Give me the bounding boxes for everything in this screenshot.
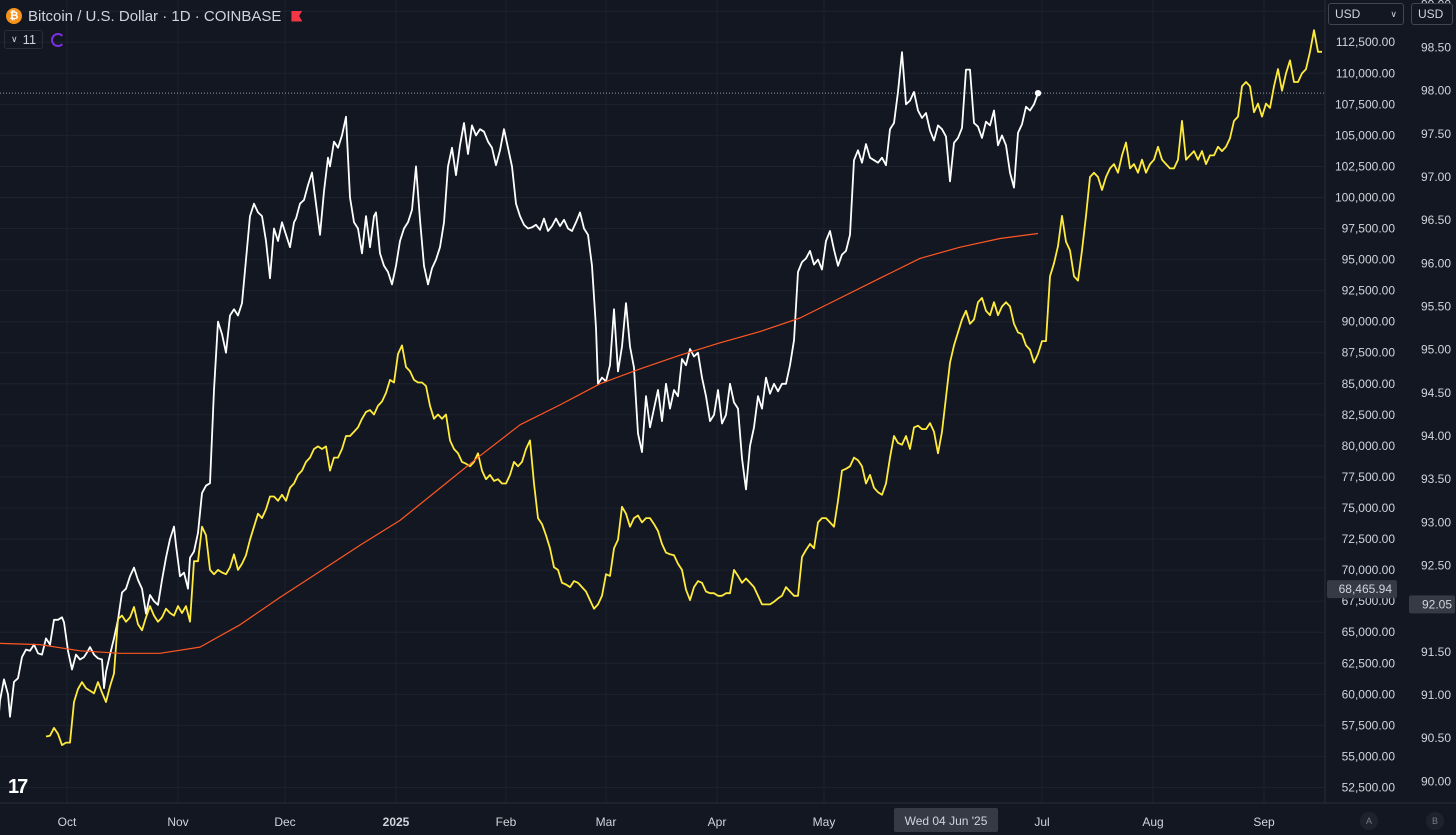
tradingview-logo[interactable]: 17 <box>8 776 28 798</box>
left-axis-tick-label: 87,500.00 <box>1342 346 1396 360</box>
price-scale-area <box>1325 0 1456 835</box>
left-axis-tick-label: 102,500.00 <box>1335 159 1395 173</box>
moving-average-line <box>0 232 1039 654</box>
currency-label: USD <box>1418 7 1444 21</box>
left-axis-tick-label: 100,000.00 <box>1335 190 1395 204</box>
currency-select-right-axis[interactable]: USD <box>1411 3 1453 25</box>
right-axis-tick-label: 96.50 <box>1421 213 1451 227</box>
right-axis-tick-label: 95.00 <box>1421 343 1451 357</box>
left-axis-tick-label: 95,000.00 <box>1342 253 1396 267</box>
right-axis-tick-label: 96.00 <box>1421 256 1451 270</box>
left-axis-tick-label: 72,500.00 <box>1342 532 1396 546</box>
x-axis-tick-label: Feb <box>496 815 517 829</box>
log-scale-button[interactable]: B <box>1426 812 1444 830</box>
left-axis-tick-label: 107,500.00 <box>1335 97 1395 111</box>
btc-price-line <box>0 51 1039 718</box>
left-axis-tick-label: 77,500.00 <box>1342 470 1396 484</box>
right-axis-tick-label: 90.50 <box>1421 731 1451 745</box>
right-axis-tick-label: 93.00 <box>1421 515 1451 529</box>
left-axis-tick-label: 80,000.00 <box>1342 439 1396 453</box>
right-axis-tick-label: 98.00 <box>1421 84 1451 98</box>
auto-scale-button[interactable]: A <box>1360 812 1378 830</box>
indicator-row: ∨ 11 <box>4 30 66 49</box>
left-axis-tick-label: 70,000.00 <box>1342 563 1396 577</box>
left-axis-tick-label: 65,000.00 <box>1342 625 1396 639</box>
left-axis-tick-label: 60,000.00 <box>1342 687 1396 701</box>
right-axis-tick-label: 95.50 <box>1421 300 1451 314</box>
symbol-title[interactable]: Bitcoin / U.S. Dollar · 1D · COINBASE <box>28 7 282 25</box>
left-axis-tick-label: 110,000.00 <box>1336 66 1395 80</box>
symbol-header: ₿ Bitcoin / U.S. Dollar · 1D · COINBASE <box>6 6 303 26</box>
x-axis-tick-label: Apr <box>708 815 727 829</box>
x-axis-tick-label: Mar <box>596 815 617 829</box>
right-axis-tick-label: 94.50 <box>1421 386 1451 400</box>
x-axis-tick-label: Aug <box>1142 815 1163 829</box>
right-axis-tick-label: 90.00 <box>1421 774 1451 788</box>
overlay-series-line <box>45 29 1322 746</box>
left-axis-tick-label: 82,500.00 <box>1342 408 1396 422</box>
flag-icon[interactable] <box>291 10 303 22</box>
left-axis-tick-label: 52,500.00 <box>1342 780 1396 794</box>
x-axis-tick-label: Jul <box>1034 815 1049 829</box>
right-axis-tick-label: 92.50 <box>1421 559 1451 573</box>
left-axis-tick-label: 90,000.00 <box>1342 315 1396 329</box>
left-axis-tick-label: 92,500.00 <box>1342 284 1396 298</box>
left-axis-tick-label: 105,000.00 <box>1335 128 1395 142</box>
x-axis-tick-label: Dec <box>274 815 295 829</box>
indicators-toggle-button[interactable]: ∨ 11 <box>4 30 44 49</box>
sync-icon[interactable] <box>51 32 66 47</box>
x-axis-tick-label: Oct <box>58 815 77 829</box>
right-axis-tick-label: 97.50 <box>1421 127 1451 141</box>
left-last-value-badge <box>1327 580 1397 599</box>
left-axis-tick-label: 57,500.00 <box>1342 718 1396 732</box>
left-last-value-label: 68,465.94 <box>1339 582 1393 596</box>
crosshair-date-label: Wed 04 Jun '25 <box>905 814 988 828</box>
left-axis-tick-label: 85,000.00 <box>1342 377 1396 391</box>
right-axis-tick-label: 93.50 <box>1421 472 1451 486</box>
chevron-down-icon: ∨ <box>11 34 18 44</box>
x-axis-tick-label: Nov <box>167 815 188 829</box>
left-axis-tick-label: 75,000.00 <box>1342 501 1396 515</box>
currency-select-left-axis[interactable]: USD ∨ <box>1328 3 1404 25</box>
left-axis-tick-label: 112,500.00 <box>1336 35 1395 49</box>
left-axis-tick-label: 97,500.00 <box>1342 222 1396 236</box>
right-last-value-badge <box>1409 595 1455 614</box>
right-last-value-label: 92.05 <box>1422 597 1452 611</box>
x-axis-tick-label: Sep <box>1253 815 1275 829</box>
last-point-marker <box>1034 89 1042 97</box>
indicator-count: 11 <box>22 32 37 47</box>
x-axis-tick-label: 2025 <box>383 815 410 829</box>
right-axis-tick-label: 98.50 <box>1421 40 1451 54</box>
right-axis-tick-label: 94.00 <box>1421 429 1451 443</box>
currency-label: USD <box>1335 7 1361 21</box>
right-axis-tick-label: 91.50 <box>1421 645 1451 659</box>
grid <box>0 0 1325 803</box>
right-axis-tick-label: 97.00 <box>1421 170 1451 184</box>
bitcoin-icon: ₿ <box>6 8 22 24</box>
chevron-down-icon: ∨ <box>1390 8 1397 19</box>
x-axis-tick-label: May <box>813 815 836 829</box>
left-axis-tick-label: 62,500.00 <box>1342 656 1396 670</box>
right-axis-tick-label: 91.00 <box>1421 688 1451 702</box>
crosshair-date-badge <box>894 808 998 832</box>
left-axis-tick-label: 55,000.00 <box>1342 749 1396 763</box>
